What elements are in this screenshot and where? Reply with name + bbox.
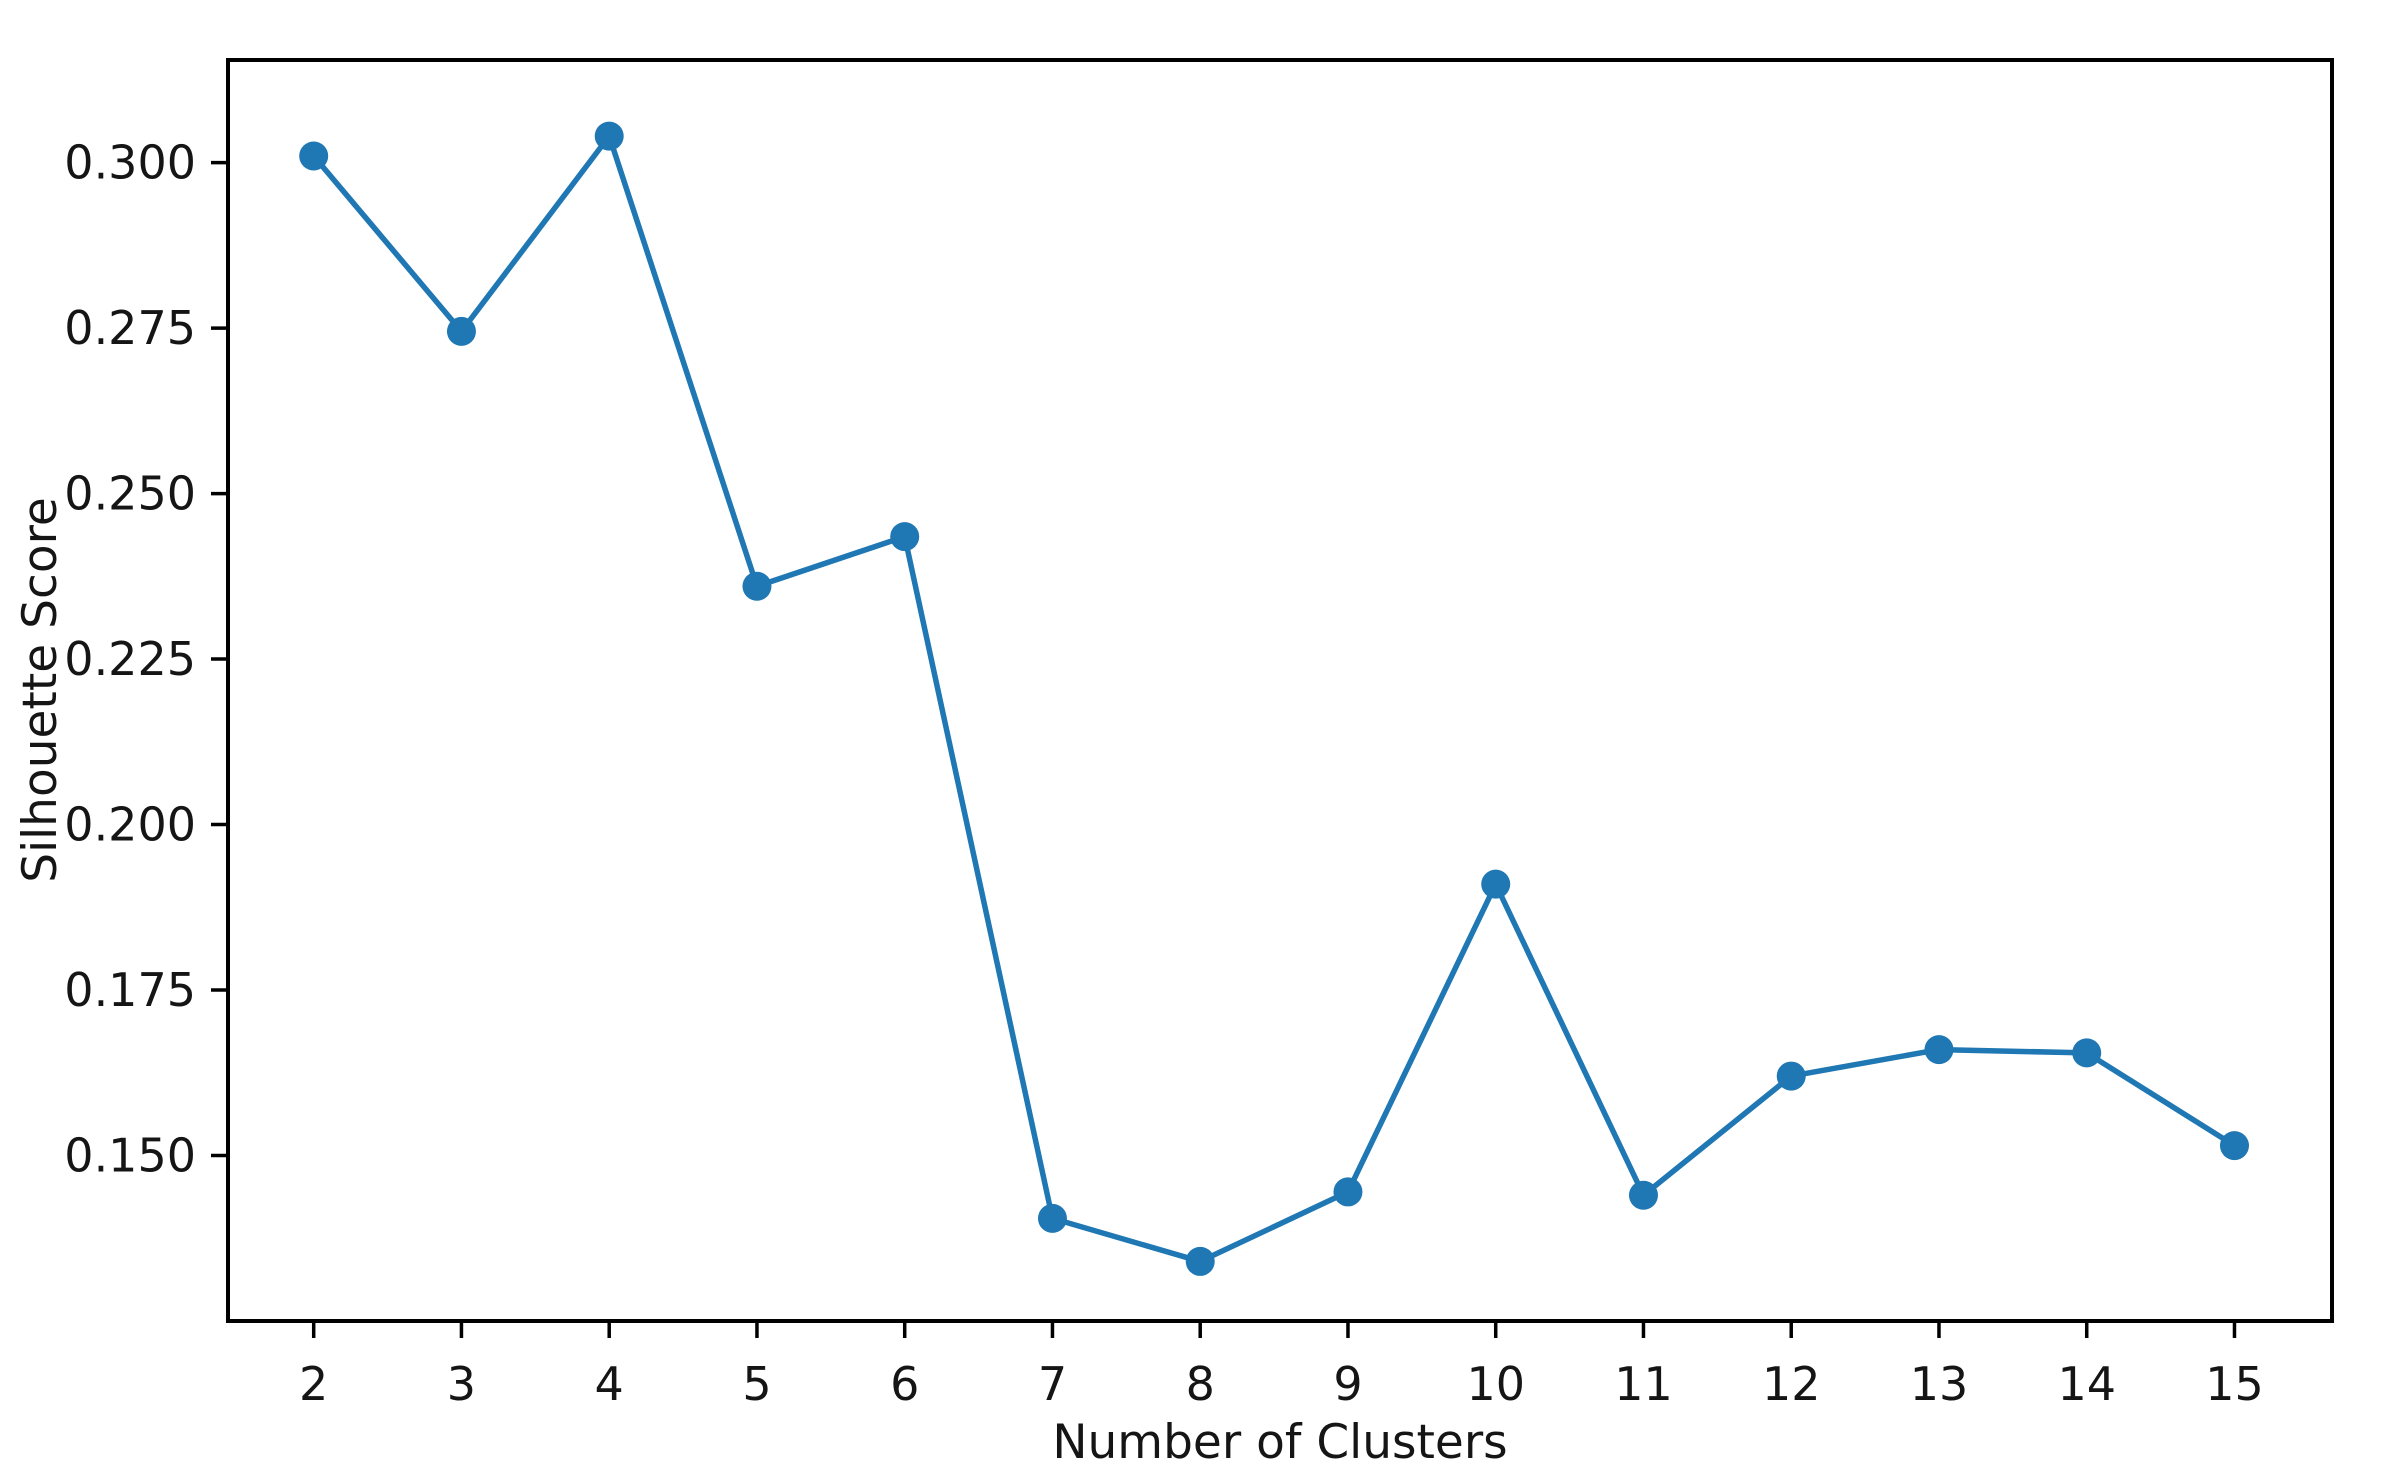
plot: 0.150 0.175 0.200 0.225 0.250 0.275 0.300 2 3 4 5 6… [64, 58, 2334, 1411]
data-line [310, 133, 2238, 1265]
x-axis-label: Number of Clusters [1052, 1415, 1507, 1470]
data-point [1333, 1177, 1363, 1207]
x-tick-label: 8 [1186, 1357, 1215, 1411]
y-tick-label: 0.200 [64, 798, 196, 852]
x-tick-label: 4 [595, 1357, 624, 1411]
data-point [2219, 1131, 2249, 1161]
data-point [2072, 1038, 2102, 1068]
y-tick-label: 0.275 [64, 301, 196, 355]
data-point [1924, 1035, 1954, 1065]
data-point [1481, 869, 1511, 899]
x-tick-label: 13 [1910, 1357, 1969, 1411]
x-tick-label: 2 [299, 1357, 328, 1411]
x-tick-label: 9 [1333, 1357, 1362, 1411]
x-tick-label: 14 [2057, 1357, 2116, 1411]
data-point [1037, 1203, 1067, 1233]
y-tick-label: 0.175 [64, 963, 196, 1017]
data-point [1628, 1180, 1658, 1210]
x-tick-label: 6 [890, 1357, 919, 1411]
y-tick-label: 0.250 [64, 467, 196, 521]
x-tick-label: 15 [2205, 1357, 2264, 1411]
data-point [446, 316, 476, 346]
x-tick-label: 10 [1466, 1357, 1525, 1411]
y-tick-label: 0.300 [64, 136, 196, 190]
data-point [594, 121, 624, 151]
plot-frame [226, 58, 2334, 1323]
data-point [742, 571, 772, 601]
y-tick-label: 0.225 [64, 632, 196, 686]
y-tick-label: 0.150 [64, 1129, 196, 1183]
x-tick-label: 5 [742, 1357, 771, 1411]
x-tick-label: 12 [1762, 1357, 1821, 1411]
data-point [1185, 1246, 1215, 1276]
y-axis-label: Silhouette Score [13, 497, 68, 883]
x-tick-label: 3 [447, 1357, 476, 1411]
data-point [299, 141, 329, 171]
x-tick-label: 11 [1614, 1357, 1673, 1411]
data-point [890, 522, 920, 552]
x-tick-label: 7 [1038, 1357, 1067, 1411]
data-point [1776, 1061, 1806, 1091]
